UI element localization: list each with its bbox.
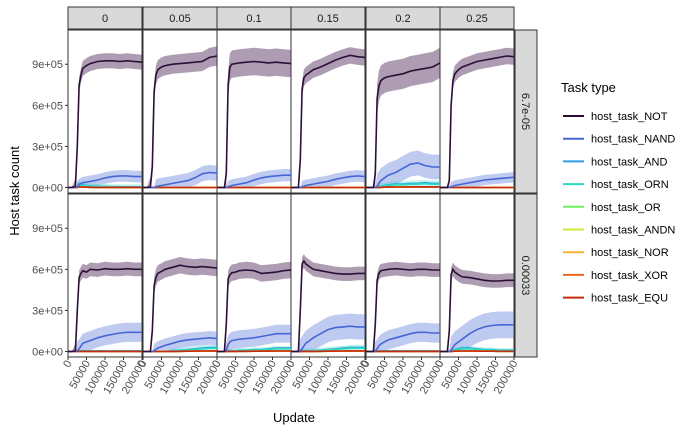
series-line-not xyxy=(217,269,292,353)
series-line-nand xyxy=(291,325,365,353)
y-tick-label: 9e+05 xyxy=(32,223,63,235)
not-ribbon xyxy=(217,47,291,188)
nand-ribbon xyxy=(217,169,291,188)
legend: Task type host_task_NOThost_task_NANDhos… xyxy=(561,80,675,305)
col-strip-label: 0.05 xyxy=(169,13,190,25)
panel-0-1 xyxy=(142,29,218,194)
not-ribbon xyxy=(366,47,440,188)
nand-ribbon xyxy=(440,172,514,188)
series-line-not xyxy=(291,54,366,189)
series-line-nand xyxy=(68,331,142,353)
nand-ribbon xyxy=(291,170,365,188)
series-line-not xyxy=(440,55,515,189)
x-axis-title: Update xyxy=(273,410,315,425)
panel-0-0 xyxy=(67,29,143,194)
nand-ribbon xyxy=(291,313,365,352)
series-line-not xyxy=(291,259,365,353)
not-ribbon xyxy=(440,262,514,352)
series-line-not xyxy=(366,62,441,189)
series-line-equ xyxy=(217,350,291,353)
nand-ribbon xyxy=(68,322,142,352)
not-ribbon xyxy=(68,261,142,352)
row-strip-label: 6.7e-05 xyxy=(519,93,531,130)
nand-ribbon xyxy=(68,170,142,188)
col-strip-label: 0.25 xyxy=(466,13,487,25)
x-tick-label: 0 xyxy=(61,359,74,370)
legend-items: host_task_NOT host_task_NAND host_task_AND… xyxy=(563,111,675,305)
y-tick-label: 6e+05 xyxy=(32,264,63,276)
series-line-nand xyxy=(217,332,291,353)
series-line-nand xyxy=(366,162,440,189)
minor-ribbon xyxy=(291,344,365,352)
y-tick-label: 9e+05 xyxy=(32,59,63,71)
nand-ribbon xyxy=(143,164,217,188)
legend-label: host_task_NOT xyxy=(591,111,668,123)
not-ribbon xyxy=(291,47,365,188)
series-line-nand xyxy=(366,331,440,353)
col-strip-label: 0.1 xyxy=(246,13,261,25)
col-strip-label: 0.15 xyxy=(317,13,338,25)
series-line-not xyxy=(366,267,440,353)
legend-label: host_task_NAND xyxy=(591,134,675,146)
col-strip-label: 0 xyxy=(102,13,108,25)
series-line-nand xyxy=(291,175,366,189)
legend-label: host_task_ORN xyxy=(591,179,669,191)
y-tick-label: 0e+00 xyxy=(32,347,63,359)
series-line-nand xyxy=(143,171,218,189)
row-strip-label: 0.00033 xyxy=(519,256,531,296)
legend-label: host_task_XOR xyxy=(591,270,668,282)
series-line-layer xyxy=(68,54,515,353)
not-ribbon xyxy=(291,254,365,352)
series-line-not xyxy=(143,55,218,189)
series-line-equ xyxy=(68,186,142,189)
x-tick-label: 0 xyxy=(433,359,446,370)
series-line-not xyxy=(68,59,143,189)
col-strip-label: 0.2 xyxy=(395,13,410,25)
row-strip-0 xyxy=(514,29,538,194)
not-ribbon xyxy=(143,257,217,352)
y-tick-label: 3e+05 xyxy=(32,141,63,153)
x-tick-label: 0 xyxy=(210,359,223,370)
y-tick-label: 6e+05 xyxy=(32,100,63,112)
panel-0-2 xyxy=(216,29,292,194)
col-strip-0 xyxy=(67,6,143,30)
panel-0-3 xyxy=(290,29,366,194)
series-line-not xyxy=(217,60,292,189)
x-tick-label: 0 xyxy=(284,359,297,370)
facet-strip-layer: 0 0.05 0.1 0.15 0.2 0.25 6.7e-05 0.00033 xyxy=(67,6,538,358)
panel-1-1 xyxy=(142,193,218,358)
not-ribbon xyxy=(68,53,142,188)
x-tick-label: 0 xyxy=(136,359,149,370)
y-tick-label: 0e+00 xyxy=(32,183,63,195)
col-strip-3 xyxy=(290,6,366,30)
ribbon-layer xyxy=(68,46,514,352)
legend-label: host_task_AND xyxy=(591,156,667,168)
x-tick-label: 0 xyxy=(359,359,372,370)
series-line-not xyxy=(440,267,514,353)
not-ribbon xyxy=(440,47,514,188)
legend-label: host_task_EQU xyxy=(591,293,668,305)
panel-grid-layer xyxy=(67,29,515,358)
series-line-not xyxy=(143,264,218,353)
legend-label: host_task_OR xyxy=(591,202,661,214)
legend-title: Task type xyxy=(561,80,616,95)
series-line-nand xyxy=(440,176,515,189)
y-axis-title: Host task count xyxy=(7,146,22,236)
row-strip-1 xyxy=(514,193,538,358)
series-line-not xyxy=(68,267,142,353)
series-line-nand xyxy=(143,336,218,353)
col-strip-5 xyxy=(439,6,515,30)
series-line-nand xyxy=(68,175,142,189)
series-line-equ xyxy=(291,350,365,353)
not-ribbon xyxy=(143,46,217,188)
legend-label: host_task_NOR xyxy=(591,247,669,259)
nand-ribbon xyxy=(366,322,440,352)
y-tick-label: 3e+05 xyxy=(32,305,63,317)
legend-label: host_task_ANDN xyxy=(591,225,675,237)
series-line-nand xyxy=(440,324,514,353)
series-line-nand xyxy=(217,174,291,189)
